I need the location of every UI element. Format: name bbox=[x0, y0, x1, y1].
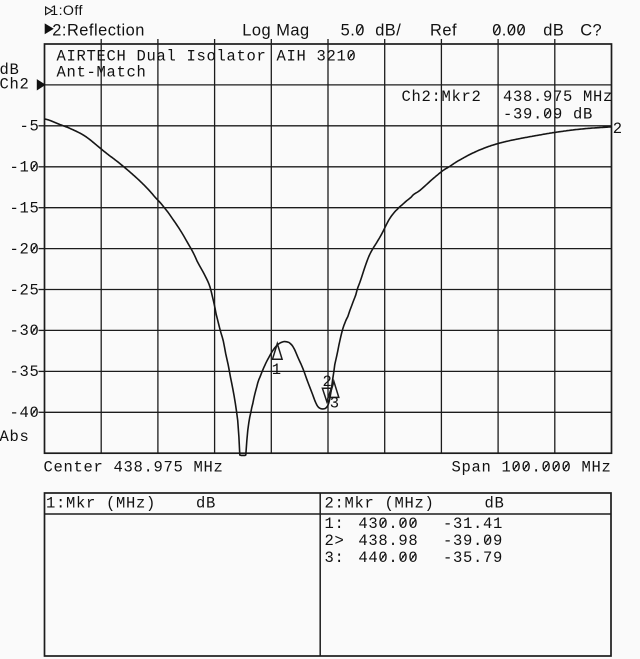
svg-text:-25: -25 bbox=[9, 281, 39, 299]
svg-text:Log Mag: Log Mag bbox=[242, 22, 309, 40]
svg-text:dB/: dB/ bbox=[375, 22, 401, 40]
svg-text:-31.41: -31.41 bbox=[443, 515, 503, 533]
svg-text:-35.79: -35.79 bbox=[443, 549, 503, 567]
svg-text:438.98: 438.98 bbox=[358, 532, 418, 550]
svg-text:dB: dB bbox=[543, 22, 564, 40]
svg-text:2: 2 bbox=[613, 120, 623, 138]
svg-text:1:: 1: bbox=[325, 515, 345, 533]
svg-text:-39.09: -39.09 bbox=[443, 532, 503, 550]
svg-text:3:: 3: bbox=[325, 549, 345, 567]
svg-text:-15: -15 bbox=[9, 200, 39, 218]
svg-text:1:Off: 1:Off bbox=[50, 3, 83, 19]
svg-text:1: 1 bbox=[272, 361, 282, 379]
svg-text:-40: -40 bbox=[9, 404, 39, 422]
svg-text:-30: -30 bbox=[9, 322, 39, 340]
svg-text:-5: -5 bbox=[19, 118, 39, 136]
svg-text:0.00: 0.00 bbox=[492, 22, 526, 40]
svg-text:Ref: Ref bbox=[430, 22, 457, 40]
svg-text:2: 2 bbox=[323, 373, 333, 391]
svg-text:438.975 MHz: 438.975 MHz bbox=[503, 88, 613, 106]
svg-text:3: 3 bbox=[330, 394, 340, 412]
svg-text:-10: -10 bbox=[9, 159, 39, 177]
svg-text:-39.09 dB: -39.09 dB bbox=[503, 105, 593, 123]
svg-text:1:Mkr (MHz) dB: 1:Mkr (MHz) dB bbox=[46, 494, 216, 512]
svg-text:AIRTECH Dual Isolator AIH 3210: AIRTECH Dual Isolator AIH 3210 bbox=[57, 48, 357, 66]
svg-text:Abs: Abs bbox=[0, 428, 30, 446]
svg-text:Ch2: Ch2 bbox=[0, 76, 30, 94]
svg-text:2:Reflection: 2:Reflection bbox=[52, 22, 145, 40]
svg-text:C?: C? bbox=[580, 22, 602, 40]
svg-text:Center 438.975 MHz: Center 438.975 MHz bbox=[44, 459, 224, 477]
svg-text:430.00: 430.00 bbox=[358, 515, 418, 533]
svg-text:2>: 2> bbox=[325, 532, 345, 550]
svg-text:-20: -20 bbox=[9, 240, 39, 258]
svg-text:Ant-Match: Ant-Match bbox=[57, 63, 147, 81]
svg-text:Ch2:Mkr2: Ch2:Mkr2 bbox=[402, 88, 482, 106]
svg-text:5.0: 5.0 bbox=[341, 22, 365, 40]
svg-text:dB: dB bbox=[0, 61, 20, 79]
svg-text:2:Mkr (MHz) dB: 2:Mkr (MHz) dB bbox=[325, 494, 505, 512]
svg-text:-35: -35 bbox=[9, 363, 39, 381]
svg-text:440.00: 440.00 bbox=[358, 549, 418, 567]
svg-text:Span 100.000 MHz: Span 100.000 MHz bbox=[452, 459, 612, 477]
